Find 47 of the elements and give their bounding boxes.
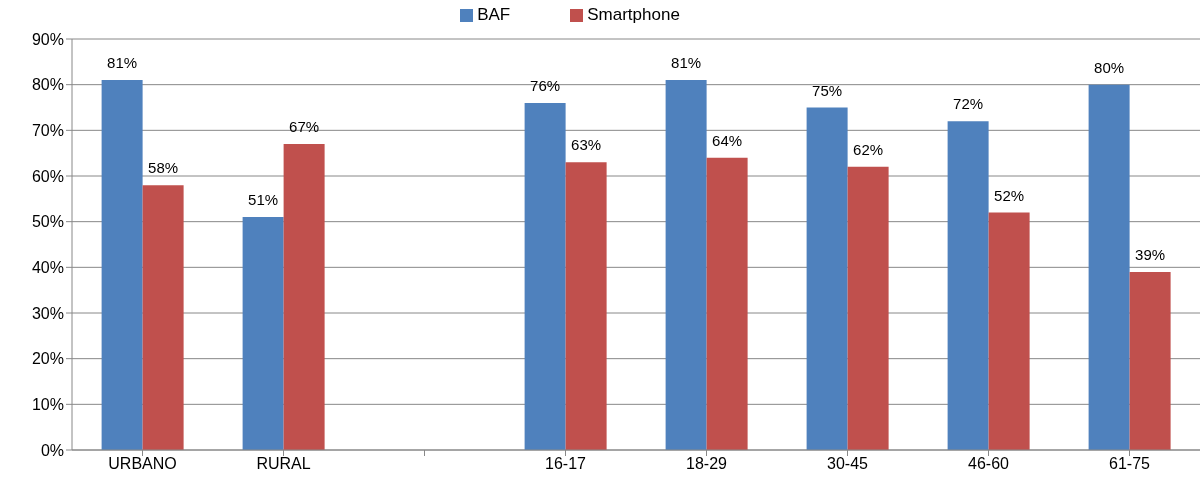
bar [1129,271,1171,450]
data-label: 39% [1135,245,1166,263]
data-label: 62% [853,140,884,158]
x-tick-label: 46-60 [968,455,1010,473]
bar [242,217,284,450]
data-label: 51% [248,191,279,209]
x-tick-label: 61-75 [1109,455,1151,473]
legend-label: BAF [477,5,511,24]
y-tick-label: 70% [31,122,64,140]
data-label: 63% [571,136,602,154]
y-tick-label: 40% [31,259,64,277]
legend-label: Smartphone [587,5,680,24]
bar [565,162,607,450]
y-tick-label: 90% [31,30,64,48]
bar [706,157,748,450]
bar [947,121,989,450]
data-label: 81% [107,54,138,72]
data-label: 58% [148,159,179,177]
x-tick-label: URBANO [108,455,177,473]
y-tick-label: 80% [31,76,64,94]
bar [988,212,1030,450]
data-label: 64% [712,131,743,149]
data-label: 52% [994,186,1025,204]
y-tick-label: 10% [31,396,64,414]
y-tick-label: 30% [31,304,64,322]
data-label: 75% [812,81,843,99]
bar [142,185,184,450]
y-tick-label: 20% [31,350,64,368]
x-tick-label: 18-29 [686,455,728,473]
x-tick-label: 30-45 [827,455,869,473]
bar [283,144,325,450]
bar [665,80,707,450]
data-label: 81% [671,54,702,72]
bar [101,80,143,450]
bar [847,166,889,450]
bar [524,102,566,450]
y-tick-label: 60% [31,167,64,185]
x-tick-label: 16-17 [545,455,587,473]
bar [1088,84,1130,450]
y-tick-label: 0% [40,441,64,459]
x-tick-label: RURAL [256,455,311,473]
y-tick-label: 50% [31,213,64,231]
data-label: 72% [953,95,984,113]
data-label: 67% [289,118,320,136]
bar [806,107,848,450]
data-label: 76% [530,76,561,94]
data-label: 80% [1094,58,1125,76]
